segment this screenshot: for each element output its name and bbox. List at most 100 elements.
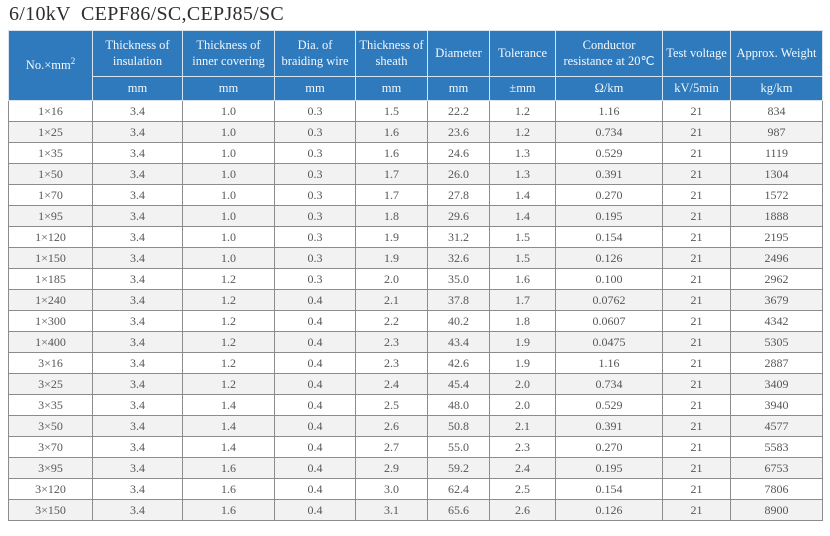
table-cell: 21 (662, 352, 731, 374)
table-cell: 0.3 (274, 184, 356, 206)
table-cell: 24.6 (427, 142, 490, 164)
table-cell: 21 (662, 247, 731, 269)
table-row: 3×35 3.4 1.4 0.4 2.5 48.0 2.0 0.529 21 3940 (8, 394, 823, 416)
table-row: 3×25 3.4 1.2 0.4 2.4 45.4 2.0 0.734 21 3409 (8, 373, 823, 395)
unit-header: mm (182, 76, 275, 101)
table-cell: 0.126 (555, 247, 663, 269)
table-cell: 3×50 (8, 415, 93, 437)
table-row: 1×35 3.4 1.0 0.3 1.6 24.6 1.3 0.529 21 1119 (8, 142, 823, 164)
table-cell: 27.8 (427, 184, 490, 206)
table-cell: 29.6 (427, 205, 490, 227)
table-cell: 1.8 (355, 205, 428, 227)
table-row: 1×240 3.4 1.2 0.4 2.1 37.8 1.7 0.0762 21 3679 (8, 289, 823, 311)
table-cell: 2.0 (489, 394, 556, 416)
table-cell: 0.100 (555, 268, 663, 290)
table-cell: 0.4 (274, 415, 356, 437)
table-cell: 3×35 (8, 394, 93, 416)
table-cell: 21 (662, 100, 731, 122)
table-cell: 0.0762 (555, 289, 663, 311)
table-cell: 2.6 (355, 415, 428, 437)
header-row-units: mm mm mm mm mm ±mm Ω/km kV/5min kg/km (9, 76, 823, 101)
table-cell: 3.4 (92, 478, 183, 500)
table-cell: 0.270 (555, 184, 663, 206)
table-cell: 1.0 (182, 205, 275, 227)
table-cell: 3.4 (92, 436, 183, 458)
table-cell: 0.3 (274, 121, 356, 143)
table-cell: 2.1 (489, 415, 556, 437)
table-row: 1×70 3.4 1.0 0.3 1.7 27.8 1.4 0.270 21 1572 (8, 184, 823, 206)
table-cell: 1.8 (489, 310, 556, 332)
column-header: Approx. Weight (730, 30, 823, 77)
table-cell: 0.4 (274, 478, 356, 500)
table-cell: 21 (662, 226, 731, 248)
page-title: 6/10kV CEPF86/SC,CEPJ85/SC (9, 3, 285, 25)
table-cell: 31.2 (427, 226, 490, 248)
table-cell: 1×35 (8, 142, 93, 164)
table-cell: 1×95 (8, 205, 93, 227)
table-cell: 22.2 (427, 100, 490, 122)
table-cell: 35.0 (427, 268, 490, 290)
table-cell: 3.4 (92, 289, 183, 311)
table-cell: 0.3 (274, 163, 356, 185)
table-cell: 3.4 (92, 268, 183, 290)
table-cell: 1.7 (489, 289, 556, 311)
table-cell: 5305 (730, 331, 823, 353)
unit-header: mm (355, 76, 428, 101)
table-cell: 3409 (730, 373, 823, 395)
table-cell: 3.4 (92, 352, 183, 374)
table-cell: 42.6 (427, 352, 490, 374)
table-cell: 1×50 (8, 163, 93, 185)
table-row: 3×50 3.4 1.4 0.4 2.6 50.8 2.1 0.391 21 4577 (8, 415, 823, 437)
column-header: Dia. of braiding wire (274, 30, 356, 77)
table-cell: 1.16 (555, 352, 663, 374)
table-cell: 1572 (730, 184, 823, 206)
table-cell: 4577 (730, 415, 823, 437)
table-cell: 2.2 (355, 310, 428, 332)
table-cell: 3.4 (92, 331, 183, 353)
table-cell: 0.3 (274, 268, 356, 290)
table-row: 1×95 3.4 1.0 0.3 1.8 29.6 1.4 0.195 21 1888 (8, 205, 823, 227)
table-row: 1×50 3.4 1.0 0.3 1.7 26.0 1.3 0.391 21 1304 (8, 163, 823, 185)
column-header: Conductor resistance at 20℃ (555, 30, 663, 77)
table-cell: 21 (662, 205, 731, 227)
table-cell: 40.2 (427, 310, 490, 332)
table-body: 1×16 3.4 1.0 0.3 1.5 22.2 1.2 1.16 21 834 1×25 3.4 1… (8, 100, 823, 521)
table-cell: 1.5 (355, 100, 428, 122)
table-cell: 0.391 (555, 163, 663, 185)
table-cell: 1.3 (489, 142, 556, 164)
column-header: Test voltage (662, 30, 731, 77)
table-cell: 3×120 (8, 478, 93, 500)
table-cell: 3×16 (8, 352, 93, 374)
table-cell: 2887 (730, 352, 823, 374)
table-cell: 1.9 (489, 352, 556, 374)
table-cell: 2.9 (355, 457, 428, 479)
table-header: No.×mm2 Thickness of insulation Thickness … (8, 30, 823, 101)
table-cell: 0.4 (274, 289, 356, 311)
table-cell: 0.0475 (555, 331, 663, 353)
table-cell: 2.3 (355, 352, 428, 374)
table-cell: 43.4 (427, 331, 490, 353)
table-cell: 45.4 (427, 373, 490, 395)
table-cell: 21 (662, 457, 731, 479)
table-cell: 1119 (730, 142, 823, 164)
unit-header: mm (92, 76, 183, 101)
table-cell: 2962 (730, 268, 823, 290)
table-cell: 3.4 (92, 226, 183, 248)
table-row: 1×300 3.4 1.2 0.4 2.2 40.2 1.8 0.0607 21 4342 (8, 310, 823, 332)
table-cell: 1.6 (489, 268, 556, 290)
table-cell: 0.391 (555, 415, 663, 437)
table-cell: 2.5 (489, 478, 556, 500)
table-cell: 1×300 (8, 310, 93, 332)
table-cell: 1.5 (489, 247, 556, 269)
table-cell: 2.4 (355, 373, 428, 395)
table-cell: 1×120 (8, 226, 93, 248)
table-cell: 1888 (730, 205, 823, 227)
table-cell: 3×95 (8, 457, 93, 479)
table-cell: 2.0 (355, 268, 428, 290)
table-cell: 8900 (730, 499, 823, 521)
table-cell: 1.7 (355, 163, 428, 185)
table-cell: 1.9 (355, 247, 428, 269)
table-cell: 1×16 (8, 100, 93, 122)
table-cell: 65.6 (427, 499, 490, 521)
